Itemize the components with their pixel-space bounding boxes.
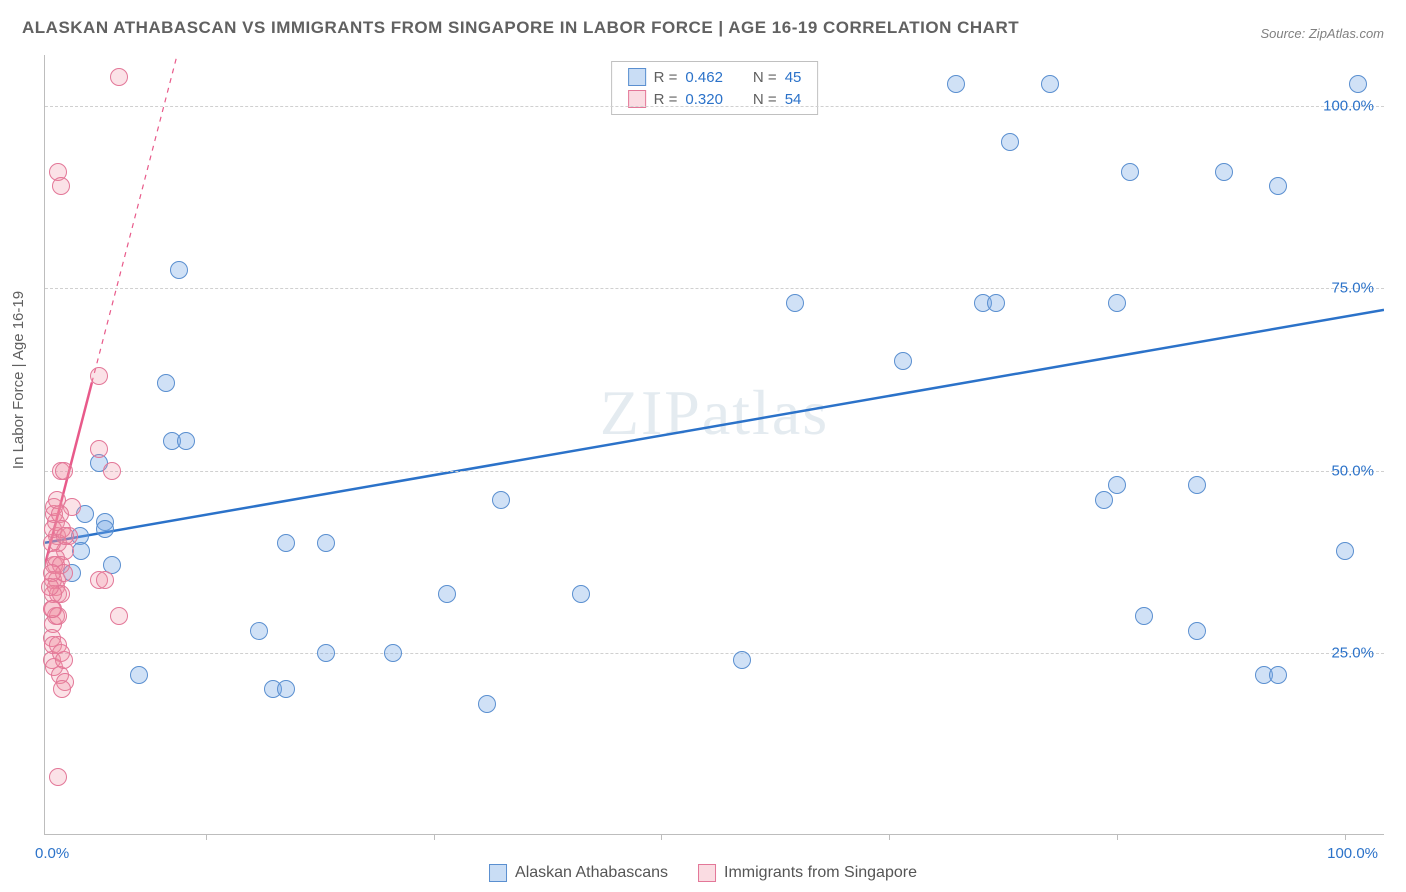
blue-point [130,666,148,684]
pink-point [55,462,73,480]
blue-point [733,651,751,669]
blue-point [438,585,456,603]
legend-n-label: N = [753,91,777,108]
pink-point [43,600,61,618]
y-axis-label: In Labor Force | Age 16-19 [10,291,27,469]
blue-point [786,294,804,312]
legend-r-blue: 0.462 [685,69,723,86]
blue-point [72,542,90,560]
pink-point [53,680,71,698]
grid-line [45,653,1384,654]
x-tick-mark [206,834,207,840]
x-tick-mark [1345,834,1346,840]
pink-point [49,768,67,786]
pink-point [90,367,108,385]
y-tick: 75.0% [1331,280,1374,297]
pink-point [110,68,128,86]
pink-point [103,462,121,480]
blue-point [1349,75,1367,93]
blue-point [157,374,175,392]
grid-line [45,471,1384,472]
legend-item-pink: Immigrants from Singapore [698,864,917,882]
blue-point [1135,607,1153,625]
blue-point [1188,622,1206,640]
legend-r-pink: 0.320 [685,91,723,108]
blue-point [1108,294,1126,312]
legend-n-label: N = [753,69,777,86]
legend-label-blue: Alaskan Athabascans [515,864,668,882]
blue-point [1215,163,1233,181]
pink-point [96,571,114,589]
blue-point [277,534,295,552]
blue-point [1108,476,1126,494]
x-tick-mark [1117,834,1118,840]
blue-point [572,585,590,603]
blue-point [177,432,195,450]
blue-point [1336,542,1354,560]
pink-point [90,440,108,458]
x-tick-mark [661,834,662,840]
blue-point [1001,133,1019,151]
legend-n-blue: 45 [785,69,802,86]
blue-point [1269,177,1287,195]
legend-r-label: R = [654,69,678,86]
grid-line [45,106,1384,107]
legend-n-pink: 54 [785,91,802,108]
blue-point [384,644,402,662]
pink-point [41,578,59,596]
blue-point [250,622,268,640]
blue-point [492,491,510,509]
blue-point [1121,163,1139,181]
legend-label-pink: Immigrants from Singapore [724,864,917,882]
x-tick-mark [434,834,435,840]
legend-row-blue: R = 0.462 N = 45 [628,66,802,88]
x-tick-mark [889,834,890,840]
y-tick: 50.0% [1331,462,1374,479]
pink-point [52,177,70,195]
pink-point [55,651,73,669]
swatch-blue-icon [628,68,646,86]
chart-title: ALASKAN ATHABASCAN VS IMMIGRANTS FROM SI… [22,18,1019,38]
y-tick: 25.0% [1331,644,1374,661]
pink-point [56,527,74,545]
blue-point [96,520,114,538]
blue-point [478,695,496,713]
pink-point [110,607,128,625]
series-legend: Alaskan Athabascans Immigrants from Sing… [489,864,917,882]
trend-lines-svg [45,55,1384,834]
swatch-pink-icon [698,864,716,882]
legend-r-label: R = [654,91,678,108]
plot-area: ZIPatlas R = 0.462 N = 45 R = 0.320 N = … [44,55,1384,835]
source-attribution: Source: ZipAtlas.com [1260,26,1384,41]
blue-point [170,261,188,279]
blue-point [1095,491,1113,509]
y-tick: 100.0% [1323,98,1374,115]
blue-point [317,644,335,662]
blue-point [277,680,295,698]
x-tick-100: 100.0% [1327,845,1378,862]
blue-point [317,534,335,552]
blue-point [1041,75,1059,93]
blue-point [894,352,912,370]
watermark-text: ZIPatlas [600,376,829,450]
blue-point [1188,476,1206,494]
x-tick-0: 0.0% [35,845,69,862]
legend-item-blue: Alaskan Athabascans [489,864,668,882]
blue-point [987,294,1005,312]
swatch-blue-icon [489,864,507,882]
grid-line [45,288,1384,289]
blue-point [1269,666,1287,684]
blue-point [947,75,965,93]
